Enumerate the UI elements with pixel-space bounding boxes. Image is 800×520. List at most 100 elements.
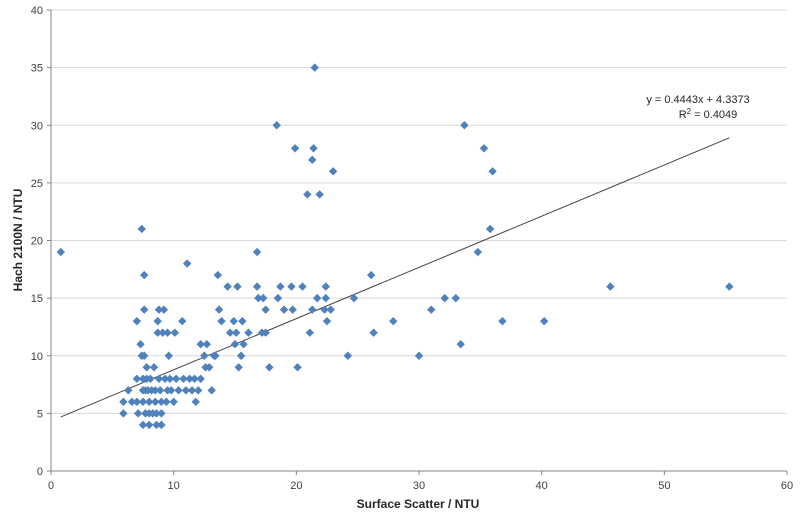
r2-prefix: R <box>679 109 687 121</box>
data-point <box>239 340 248 349</box>
data-point <box>137 224 146 234</box>
data-point <box>151 386 160 395</box>
data-point <box>124 386 133 395</box>
data-point <box>320 305 329 314</box>
data-point <box>539 316 549 326</box>
trendline <box>60 137 730 418</box>
trendline-equation: y = 0.4443x + 4.3373 <box>646 94 749 106</box>
data-point <box>214 305 224 314</box>
data-point <box>144 397 154 407</box>
data-point <box>315 190 324 199</box>
data-point <box>179 374 188 383</box>
data-point <box>154 305 164 314</box>
data-point <box>310 63 319 72</box>
data-point <box>169 397 178 407</box>
data-point <box>485 224 495 234</box>
data-point <box>200 351 209 360</box>
data-point <box>265 363 274 372</box>
data-point <box>349 293 359 303</box>
data-point <box>234 363 243 372</box>
x-tick-label: 50 <box>658 480 670 492</box>
data-point <box>252 247 262 257</box>
x-axis-title: Surface Scatter / NTU <box>357 497 480 511</box>
data-point <box>225 328 235 337</box>
x-tick-label: 10 <box>168 480 180 492</box>
data-point <box>142 363 151 372</box>
data-point <box>138 397 148 407</box>
data-point <box>136 340 145 349</box>
data-point <box>236 351 246 360</box>
data-point <box>279 305 289 314</box>
data-point <box>223 282 232 291</box>
data-point <box>479 144 489 153</box>
data-point <box>259 293 268 303</box>
data-point <box>154 374 164 383</box>
data-point <box>312 293 322 303</box>
data-point <box>273 293 283 303</box>
data-point <box>230 340 240 349</box>
data-point <box>389 316 398 326</box>
data-point <box>190 374 199 383</box>
data-point <box>233 282 242 291</box>
data-point <box>140 351 149 360</box>
data-point <box>155 386 165 395</box>
data-point <box>132 397 142 407</box>
data-point <box>238 316 247 326</box>
y-tick-label: 25 <box>31 178 43 190</box>
data-point <box>488 167 497 176</box>
data-point <box>326 305 335 314</box>
data-point <box>343 351 353 360</box>
data-point <box>146 374 155 383</box>
data-point <box>473 247 483 257</box>
data-point <box>158 328 167 337</box>
data-point <box>194 386 203 395</box>
data-point <box>440 293 449 303</box>
y-tick-label: 30 <box>31 120 43 132</box>
y-axis-title: Hach 2100N / NTU <box>11 189 25 292</box>
data-point <box>229 316 238 326</box>
data-point <box>261 328 270 337</box>
trendline-line <box>60 137 730 418</box>
data-point <box>162 397 171 407</box>
data-point <box>191 397 200 407</box>
data-point <box>451 293 460 303</box>
data-point <box>305 328 315 337</box>
data-point <box>167 386 176 395</box>
y-axis: 0 5 10 15 20 25 30 35 40 <box>31 5 52 478</box>
data-points <box>56 63 734 430</box>
data-point <box>149 363 159 372</box>
data-point <box>144 420 154 430</box>
data-point <box>152 420 161 430</box>
data-point <box>293 363 302 372</box>
data-point <box>157 409 166 418</box>
data-point <box>254 293 263 303</box>
data-point <box>308 155 317 165</box>
data-point <box>153 328 162 337</box>
data-point <box>138 420 148 430</box>
data-point <box>174 386 183 395</box>
data-point <box>170 328 180 337</box>
data-point <box>414 351 424 360</box>
data-point <box>119 409 128 418</box>
data-point <box>290 144 300 153</box>
data-point <box>288 305 297 314</box>
data-point <box>456 340 465 349</box>
data-point <box>244 328 253 337</box>
data-point <box>252 282 262 291</box>
data-point <box>182 259 192 268</box>
y-tick-label: 10 <box>31 351 43 363</box>
data-point <box>287 282 296 291</box>
x-tick-label: 60 <box>781 480 793 492</box>
data-point <box>140 305 149 314</box>
data-point <box>153 316 162 326</box>
data-point <box>366 270 376 280</box>
data-point <box>328 167 338 176</box>
y-tick-label: 40 <box>31 5 43 17</box>
data-point <box>298 282 307 291</box>
data-point <box>164 351 173 360</box>
x-tick-label: 0 <box>48 480 54 492</box>
data-point <box>322 316 332 326</box>
data-point <box>725 282 734 291</box>
data-point <box>498 316 507 326</box>
